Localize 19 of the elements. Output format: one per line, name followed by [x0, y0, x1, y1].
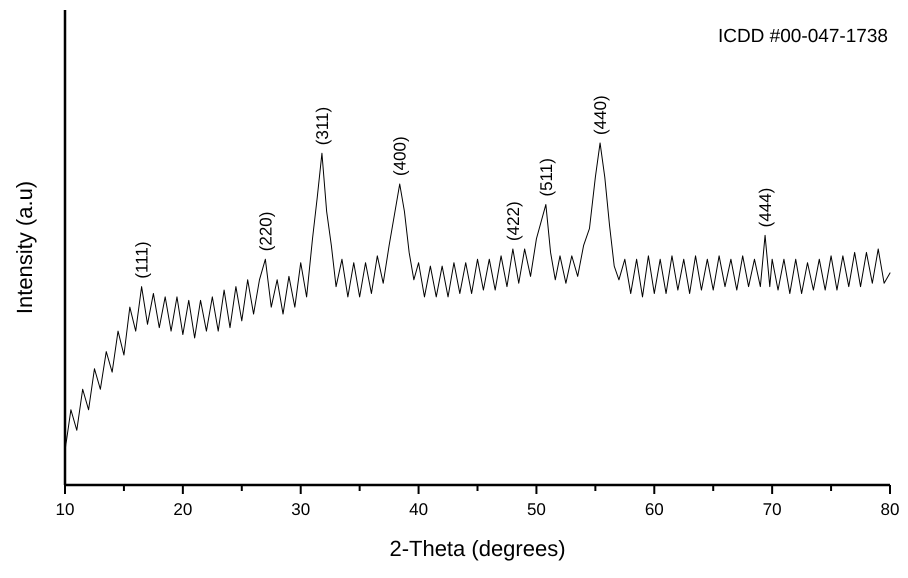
- annotation: (400): [390, 136, 410, 176]
- x-tick-label: 20: [173, 500, 192, 519]
- x-tick-label: 40: [409, 500, 428, 519]
- x-tick-label: 10: [56, 500, 74, 519]
- x-tick-label: 60: [644, 500, 664, 519]
- annotation: (444): [756, 188, 776, 228]
- annotation: (220): [256, 212, 276, 252]
- text: ICDD #00-047-1738: [718, 26, 888, 47]
- x-tick-label: 30: [291, 500, 310, 519]
- y-axis-title: Intensity (a.u): [12, 180, 37, 314]
- annotation: (440): [591, 95, 610, 135]
- annotation: (111): [132, 241, 152, 279]
- x-tick-label: 70: [762, 500, 782, 519]
- x-tick-label: 50: [526, 500, 546, 519]
- x-tick-label: 80: [880, 500, 900, 519]
- annotation: (311): [312, 106, 332, 146]
- annotation: (422): [504, 201, 523, 242]
- annotation: (511): [536, 158, 556, 197]
- x-axis-title: 2-Theta (degrees): [389, 536, 566, 561]
